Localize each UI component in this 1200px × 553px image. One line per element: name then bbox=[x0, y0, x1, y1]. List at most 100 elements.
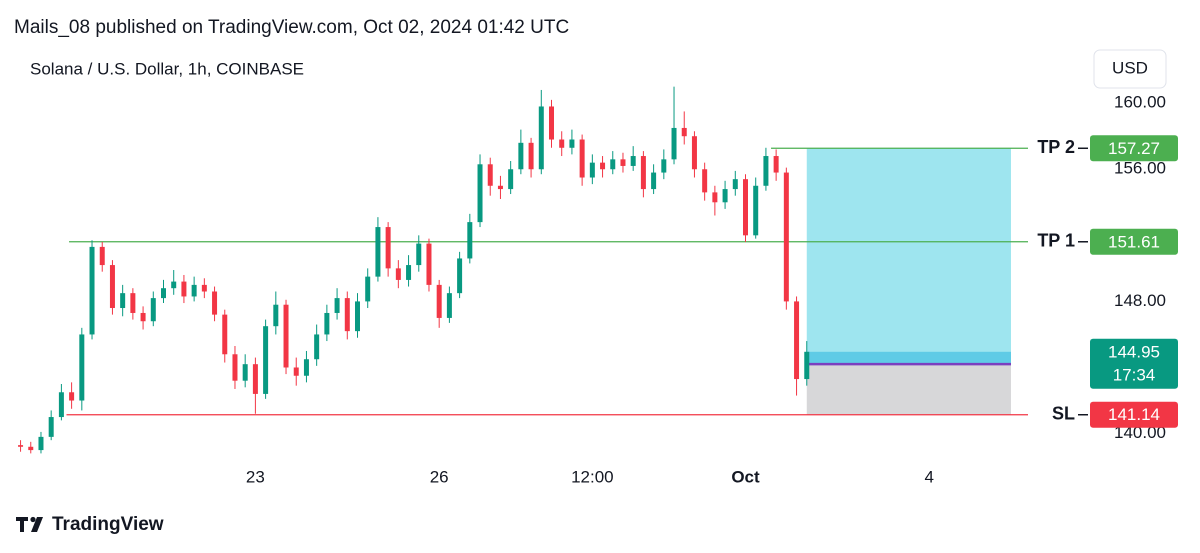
candle-body bbox=[385, 227, 391, 269]
candle-body bbox=[283, 304, 289, 368]
candle-body bbox=[109, 265, 115, 309]
candle-body bbox=[293, 367, 299, 376]
candle-body bbox=[18, 445, 24, 447]
candle-body bbox=[140, 312, 146, 322]
y-tick-label: 160.00 bbox=[1114, 93, 1166, 112]
currency-label[interactable]: USD bbox=[1112, 58, 1148, 77]
candle-body bbox=[344, 298, 350, 332]
target-zone bbox=[806, 148, 1011, 365]
candle-body bbox=[681, 127, 687, 137]
candle-body bbox=[620, 159, 626, 166]
candle-body bbox=[743, 179, 748, 236]
candle-body bbox=[395, 268, 401, 280]
candle-body bbox=[753, 185, 759, 236]
candle-body bbox=[487, 164, 493, 186]
current-band bbox=[806, 351, 1011, 365]
candle-body bbox=[477, 164, 483, 223]
price-box bbox=[1090, 338, 1178, 389]
x-tick-label: 4 bbox=[925, 467, 934, 486]
candle-body bbox=[28, 446, 34, 451]
candle-body bbox=[518, 142, 524, 170]
candle-body bbox=[263, 326, 269, 394]
candle-body bbox=[365, 276, 371, 302]
countdown: 17:34 bbox=[1113, 365, 1156, 384]
candle-body bbox=[150, 298, 156, 322]
candle-body bbox=[559, 139, 565, 148]
level-box bbox=[1090, 401, 1178, 428]
candle-body bbox=[334, 298, 340, 313]
candle-body bbox=[252, 364, 258, 394]
candle-body bbox=[48, 417, 54, 437]
candle-body bbox=[600, 162, 606, 170]
candle-body bbox=[579, 139, 585, 178]
candle-body bbox=[273, 304, 279, 327]
candle-body bbox=[691, 136, 697, 170]
x-tick-label: Oct bbox=[731, 467, 760, 486]
candle-body bbox=[497, 185, 503, 190]
candle-body bbox=[242, 364, 248, 381]
stop-zone bbox=[806, 364, 1011, 415]
level-value: 141.14 bbox=[1108, 405, 1160, 424]
candle-body bbox=[161, 288, 166, 299]
candle-body bbox=[120, 293, 126, 309]
candle-body bbox=[212, 291, 218, 315]
level-box bbox=[1090, 135, 1178, 162]
logo bbox=[16, 516, 43, 532]
candle-body bbox=[89, 246, 95, 335]
candle-body bbox=[426, 243, 432, 285]
candle-body bbox=[712, 192, 718, 203]
level-value: 157.27 bbox=[1108, 139, 1160, 158]
candle-body bbox=[630, 156, 636, 166]
publish-note: Mails_08 published on TradingView.com, O… bbox=[14, 17, 569, 38]
candle-body bbox=[610, 159, 616, 170]
candle-body bbox=[640, 156, 646, 190]
candle-body bbox=[314, 334, 320, 360]
x-tick-label: 12:00 bbox=[571, 467, 614, 486]
candle-body bbox=[732, 179, 738, 190]
candle-body bbox=[773, 156, 779, 173]
y-tick-label: 140.00 bbox=[1114, 423, 1166, 442]
price-value: 144.95 bbox=[1108, 342, 1160, 361]
brand: TradingView bbox=[52, 514, 164, 535]
candle-body bbox=[794, 301, 800, 380]
level-box bbox=[1090, 228, 1178, 255]
candle-body bbox=[702, 169, 708, 193]
candle-body bbox=[181, 281, 187, 297]
candle-body bbox=[171, 281, 177, 289]
y-tick-label: 156.00 bbox=[1114, 159, 1166, 178]
candle-body bbox=[457, 258, 463, 294]
candle-body bbox=[467, 222, 473, 259]
candle-body bbox=[783, 172, 789, 302]
candle-body bbox=[416, 243, 422, 266]
candle-body bbox=[201, 284, 207, 292]
candle-body bbox=[303, 359, 309, 376]
level-name: SL bbox=[1052, 403, 1075, 423]
currency-button[interactable] bbox=[1093, 49, 1167, 89]
candle-body bbox=[528, 142, 534, 170]
candle-body bbox=[232, 354, 238, 381]
candle-body bbox=[69, 392, 75, 401]
candle-body bbox=[508, 169, 514, 190]
candle-body bbox=[446, 293, 452, 318]
level-name: TP 2 bbox=[1037, 137, 1075, 157]
candle-body bbox=[191, 284, 197, 297]
candle-body bbox=[222, 314, 228, 355]
candle-body bbox=[79, 334, 85, 401]
candle-body bbox=[130, 293, 136, 313]
candle-body bbox=[804, 351, 810, 380]
candle-body bbox=[38, 436, 44, 451]
candle-body bbox=[671, 127, 677, 160]
y-tick-label: 148.00 bbox=[1114, 291, 1166, 310]
candle-body bbox=[58, 392, 64, 418]
x-tick-label: 26 bbox=[430, 467, 449, 486]
candle-body bbox=[99, 246, 105, 266]
candle-body bbox=[589, 162, 595, 178]
candle-body bbox=[763, 156, 769, 186]
candle-body bbox=[651, 172, 657, 190]
candle-body bbox=[569, 139, 575, 148]
candle-body bbox=[406, 265, 412, 280]
x-tick-label: 23 bbox=[246, 467, 265, 486]
candle-body bbox=[355, 301, 360, 332]
candle-body bbox=[324, 312, 330, 335]
